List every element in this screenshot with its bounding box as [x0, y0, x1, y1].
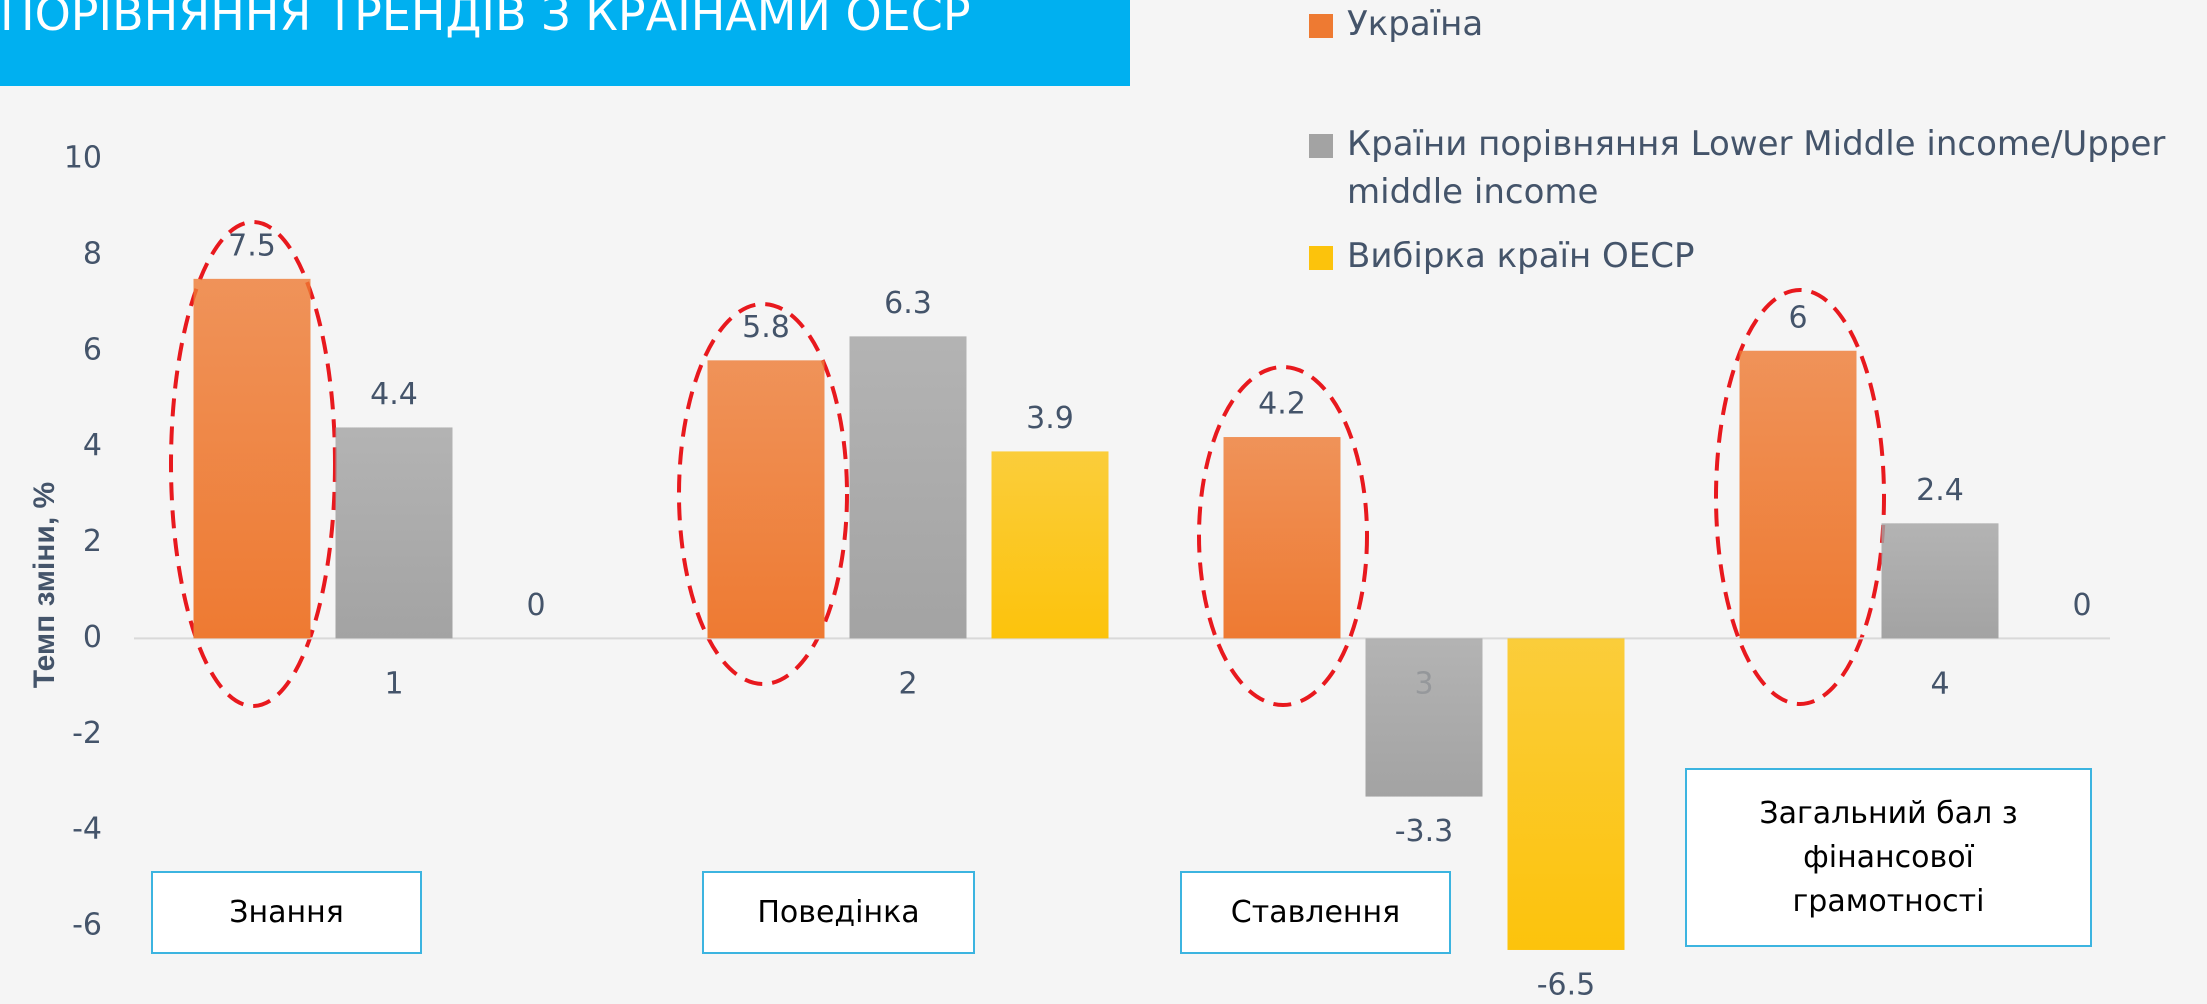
- highlight-ellipse: [169, 220, 337, 708]
- y-axis-label: Темп зміни, %: [28, 482, 61, 688]
- bar: [1881, 523, 1999, 639]
- value-label: 6.3: [884, 286, 932, 321]
- value-label: -6.5: [1537, 967, 1596, 1002]
- annotation-box: Ставлення: [1180, 871, 1451, 954]
- legend-entry: Україна: [1305, 0, 1483, 48]
- bar: [1223, 437, 1341, 639]
- x-tick-label: 2: [898, 667, 917, 702]
- y-tick-label: -2: [72, 716, 102, 751]
- bar: [335, 427, 453, 639]
- value-label: 5.8: [742, 310, 790, 345]
- legend-swatch: [1309, 246, 1333, 270]
- value-label: 6: [1788, 300, 1807, 335]
- y-tick-label: 2: [83, 524, 102, 559]
- legend-entry: Країни порівняння Lower Middle income/Up…: [1305, 120, 2205, 216]
- y-tick-label: 0: [83, 620, 102, 655]
- value-label: 4.2: [1258, 387, 1306, 422]
- legend-entry: Вибірка країн ОЕСР: [1305, 232, 1695, 280]
- value-label: 7.5: [228, 228, 276, 263]
- bar: [849, 336, 967, 639]
- value-label: 4.4: [370, 377, 418, 412]
- highlight-ellipses: [169, 220, 1886, 708]
- y-tick-label: 10: [64, 141, 102, 176]
- y-tick-label: 8: [83, 236, 102, 271]
- legend-label: Україна: [1347, 4, 1484, 44]
- highlight-ellipse: [1197, 365, 1369, 707]
- value-label: 3.9: [1026, 401, 1074, 436]
- legend-swatch: [1309, 14, 1333, 38]
- annotation-box: Поведінка: [702, 871, 975, 954]
- title-bar: ПОРІВНЯННЯ ТРЕНДІВ З КРАЇНАМИ ОЕСР: [0, 0, 1130, 86]
- legend-swatch: [1309, 134, 1333, 158]
- x-tick-label: 1: [384, 667, 403, 702]
- y-tick-label: 6: [83, 332, 102, 367]
- legend-label: Вибірка країн ОЕСР: [1347, 236, 1695, 276]
- legend-label: Країни порівняння Lower Middle income/Up…: [1347, 124, 2166, 212]
- y-tick-label: -6: [72, 908, 102, 943]
- value-label: -3.3: [1395, 814, 1454, 849]
- bar: [193, 278, 311, 639]
- value-label: 0: [526, 588, 545, 623]
- highlight-ellipse: [677, 302, 849, 686]
- annotation-box: Знання: [151, 871, 422, 954]
- value-label: 0: [2072, 588, 2091, 623]
- bar: [1507, 638, 1625, 950]
- highlight-ellipse: [1714, 288, 1886, 706]
- bar: [1739, 350, 1857, 639]
- x-tick-label: 4: [1930, 667, 1949, 702]
- annotation-box: Загальний бал з фінансової грамотності: [1685, 768, 2092, 947]
- bar: [1365, 638, 1483, 797]
- bar: [707, 360, 825, 639]
- chart-title: ПОРІВНЯННЯ ТРЕНДІВ З КРАЇНАМИ ОЕСР: [0, 0, 971, 41]
- value-label: 2.4: [1916, 473, 1964, 508]
- y-tick-label: 4: [83, 428, 102, 463]
- y-tick-label: -4: [72, 812, 102, 847]
- bar: [991, 451, 1109, 639]
